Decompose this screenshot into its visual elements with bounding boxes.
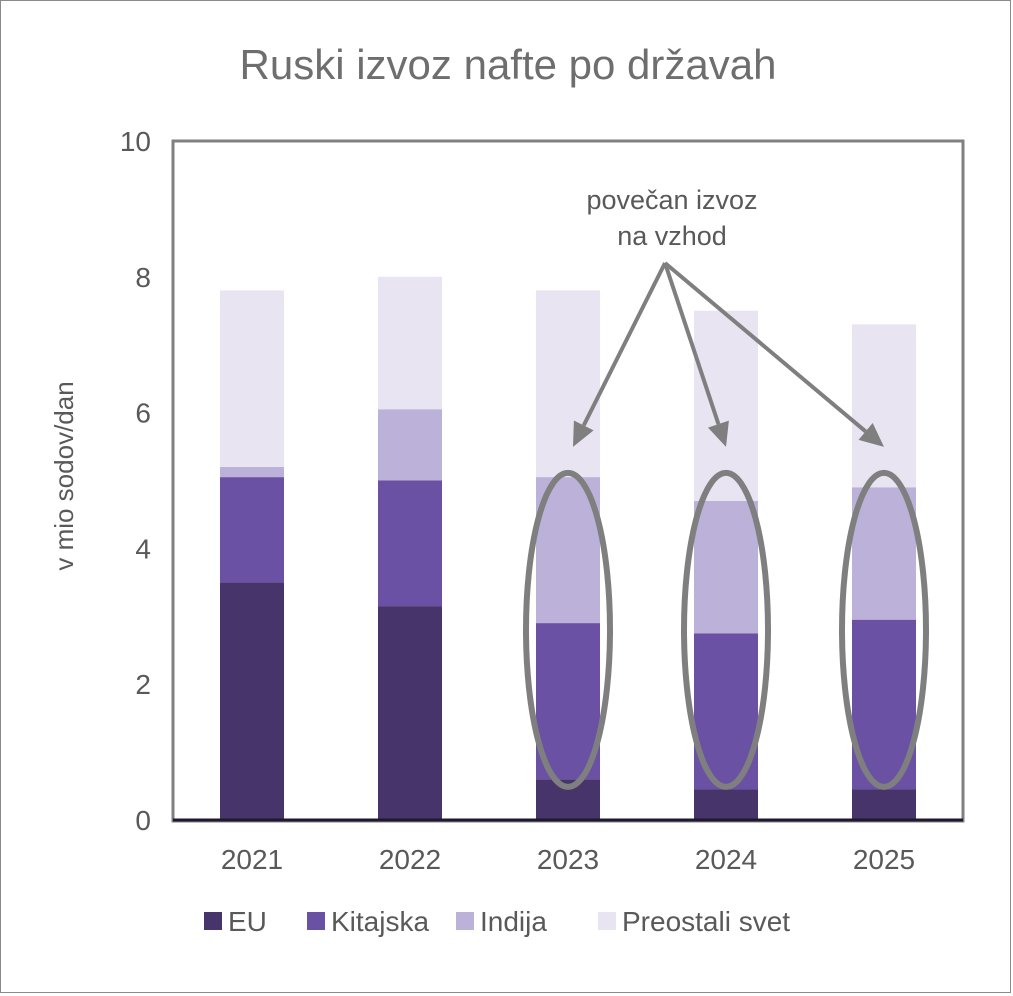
bar-kitajska-2021 [220,477,284,583]
bar-kitajska-2023 [536,623,600,780]
bar-indija-2021 [220,466,284,478]
highlight-ellipse-2024 [681,469,771,790]
x-tick-label: 2024 [695,844,757,875]
annotation-group: povečan izvoz na vzhod [523,185,929,790]
annotation-arrows [573,261,884,447]
annotation-arrow-line [663,261,867,433]
x-ticks-group: 2021 2022 2023 2024 2025 [221,844,915,875]
x-tick-label: 2022 [379,844,441,875]
bar-preostali-svet-2025 [852,324,916,488]
legend: EU Kitajska Indija Preostali svet [204,906,790,937]
bars-group [220,276,916,820]
legend-swatch-kitajska [307,912,325,930]
y-tick-label: 6 [135,398,151,429]
y-axis-label: v mio sodov/dan [49,381,79,570]
x-tick-label: 2021 [221,844,283,875]
y-tick-label: 10 [120,126,151,157]
x-tick-label: 2023 [537,844,599,875]
annotation-line-1: povečan izvoz [586,185,757,215]
legend-label: Preostali svet [622,906,790,937]
bar-eu-2025 [852,789,916,820]
annotation-arrow-head [858,423,884,447]
chart-title: Ruski izvoz nafte po državah [240,41,777,88]
bar-eu-2021 [220,582,284,820]
bar-preostali-svet-2022 [378,276,442,410]
bar-preostali-svet-2024 [694,310,758,501]
annotation-ellipses [523,469,929,790]
highlight-ellipse-2023 [523,469,613,790]
y-tick-label: 0 [135,805,151,836]
legend-swatch-indija [456,912,474,930]
annotation-arrow-head [708,420,729,447]
bar-eu-2022 [378,606,442,820]
legend-label: Indija [480,906,547,937]
bar-preostali-svet-2021 [220,290,284,467]
highlight-ellipse-2025 [839,469,929,790]
legend-label: Kitajska [331,906,429,937]
y-tick-label: 2 [135,669,151,700]
y-tick-label: 8 [135,262,151,293]
y-tick-label: 4 [135,533,151,564]
bar-indija-2024 [694,500,758,634]
bar-preostali-svet-2023 [536,290,600,478]
annotation-arrow-line [581,262,667,427]
x-tick-label: 2025 [853,844,915,875]
legend-swatch-eu [204,912,222,930]
legend-swatch-preostali-svet [598,912,616,930]
bar-indija-2022 [378,409,442,481]
y-ticks-group: 0 2 4 6 8 10 [120,126,151,836]
bar-indija-2025 [852,487,916,620]
legend-label: EU [228,906,267,937]
annotation-arrow-head [573,420,594,447]
bar-eu-2024 [694,789,758,820]
annotation-line-2: na vzhod [617,221,727,251]
annotation-arrow-line [663,262,721,425]
bar-kitajska-2022 [378,480,442,607]
